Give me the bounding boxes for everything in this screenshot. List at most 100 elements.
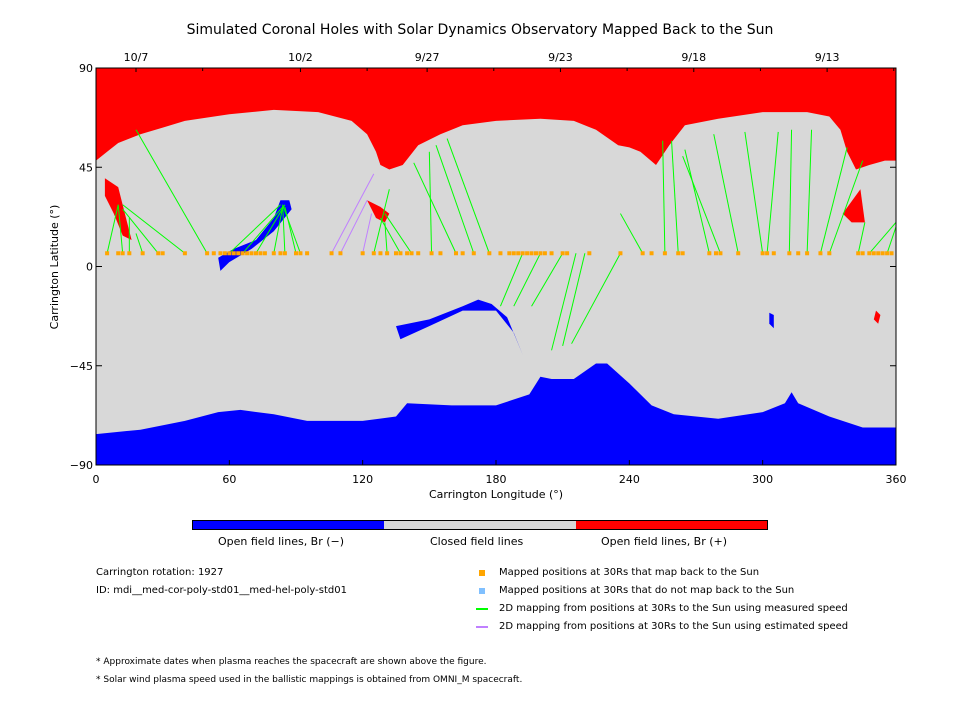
mapped-point [876,251,881,256]
mapped-point [529,251,534,256]
measured-mapping-line [684,149,710,254]
measured-mapping-line [713,134,739,254]
mapped-point [240,251,245,256]
mapped-point [520,251,525,256]
model-id: ID: mdi__med-cor-poly-std01__med-hel-pol… [96,585,347,596]
date-tick-label: 10/7 [124,51,149,64]
legend-label-measured: 2D mapping from positions at 30Rs to the… [499,603,848,614]
mapped-point [827,251,832,256]
estimated-mapping-line [339,200,368,254]
mapped-point [329,251,334,256]
x-tick-label: 120 [352,473,373,486]
measured-mapping-line [380,217,401,254]
south-coronal-hole [96,363,896,465]
hole-positive-spot [873,310,881,324]
x-tick-label: 60 [222,473,236,486]
mapped-point [534,251,538,256]
footnote-dates: * Approximate dates when plasma reaches … [96,657,487,667]
footnote-speed: * Solar wind plasma speed used in the ba… [96,675,523,685]
colorbar-closed [384,520,576,530]
measured-mapping-line [886,226,897,254]
measured-mapping-line [106,204,119,254]
mapped-point [454,251,458,256]
measured-mapping-line [562,253,586,347]
measured-mapping-line [428,151,433,254]
measured-mapping-line [788,129,793,254]
y-tick-label: 90 [79,62,93,75]
measured-mapping-line [282,204,286,254]
measured-mapping-line [671,140,679,254]
mapped-point [871,251,876,256]
mapped-point [618,251,623,256]
x-tick-label: 360 [886,473,907,486]
mapped-point [127,251,132,256]
measured-mapping-line [744,131,764,254]
measured-mapping-line [413,162,457,254]
measured-mapping-line [620,213,644,254]
mapped-point [487,251,492,256]
y-tick-label: −90 [70,459,93,472]
measured-mapping-line [242,206,284,254]
measured-mapping-line [857,222,866,254]
synoptic-map: 0 60 120 180 240 300 360 90 45 0 −45 −90 10/7 10/2 9/2… [48,51,907,501]
mapped-point [676,251,681,256]
x-tick-label: 240 [619,473,640,486]
x-tick-label: 300 [752,473,773,486]
measured-mapping-line [117,204,124,254]
mapped-point [120,251,125,256]
measured-mapping-line [255,204,286,254]
mapped-point [525,251,530,256]
mapped-point [565,251,570,256]
x-tick-label: 180 [486,473,507,486]
mapped-point [714,251,718,256]
closed-field-region [96,68,896,465]
mapped-point [282,251,287,256]
mapped-point [507,251,512,256]
x-tick-label: 0 [93,473,100,486]
mapped-point [640,251,645,256]
mapped-point [880,251,885,256]
hole-negative-spot [769,312,774,329]
estimated-mapping-line [331,173,375,254]
mapped-point [398,251,403,256]
mapped-point [867,251,872,256]
mapped-point [258,251,263,256]
mapped-point [105,251,110,256]
measured-mapping-line [868,222,897,254]
date-tick-label: 9/23 [548,51,573,64]
mapped-point [116,251,121,256]
mapped-point [680,251,685,256]
date-tick-label: 9/13 [815,51,840,64]
mapped-point [787,251,792,256]
date-tick-label: 10/2 [288,51,313,64]
mapped-point [211,251,216,256]
mapped-point [385,251,390,256]
measured-mapping-line [499,253,524,307]
measured-mapping-line [373,189,390,254]
mapped-point [856,251,861,256]
southern-hole-extension [396,299,523,355]
mapped-point [156,251,161,256]
measured-mapping-line [135,129,208,254]
measured-mapping-line [682,156,721,254]
hole-positive-mid [367,200,390,223]
mapped-point [460,251,465,256]
measured-mapping-line [513,253,541,307]
mapped-point [736,251,741,256]
carrington-rotation: Carrington rotation: 1927 [96,567,224,578]
mapped-point [360,251,365,256]
mapped-points-layer [105,251,894,256]
hole-positive-right [842,189,865,223]
legend-label-unmapped: Mapped positions at 30Rs that do not map… [499,585,795,596]
mapped-point [560,251,565,256]
legend-line-estimated [476,626,488,628]
measured-mapping-line [571,253,621,344]
mapped-point [227,251,232,256]
north-coronal-hole [96,68,896,170]
measured-mapping-line [551,253,577,351]
mapped-point [771,251,776,256]
mapped-point [662,251,667,256]
mapped-point [278,251,283,256]
mapped-point [765,251,770,256]
mapped-point [205,251,210,256]
